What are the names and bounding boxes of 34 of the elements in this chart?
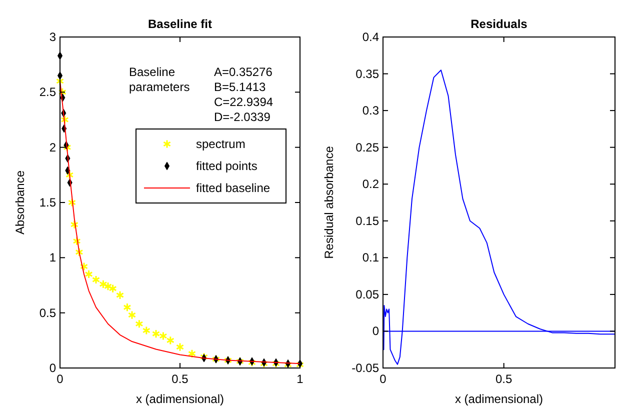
chart-title: Residuals: [470, 17, 528, 31]
legend-label: fitted points: [196, 159, 258, 173]
legend-label: fitted baseline: [196, 181, 270, 195]
y-tick-label: 0.3: [362, 104, 380, 118]
y-tick-label: 2: [49, 140, 56, 154]
y-tick-label: 0.15: [356, 214, 380, 228]
y-tick-label: 0.05: [356, 287, 380, 302]
x-axis-title: x (adimensional): [136, 392, 224, 406]
y-tick-label: 0.5: [39, 306, 56, 320]
y-tick-label: -0.05: [352, 361, 380, 375]
chart-title: Baseline fit: [148, 17, 212, 31]
y-tick-label: 0.1: [362, 250, 380, 265]
x-axis-title: x (adimensional): [454, 392, 544, 406]
y-tick-label: 0.25: [356, 140, 380, 154]
y-tick-label: 0.35: [356, 66, 380, 81]
y-tick-label: 0.2: [362, 177, 380, 192]
y-axis-title: Absorbance: [13, 170, 27, 235]
y-tick-label: 0.4: [362, 30, 380, 44]
legend-label: spectrum: [196, 137, 246, 151]
annotation: C=22.9394: [214, 95, 274, 109]
annotation: A=0.35276: [214, 65, 273, 79]
y-tick-label: 3: [49, 30, 56, 44]
y-tick-label: 0: [372, 324, 380, 338]
y-tick-label: 1.5: [39, 196, 56, 210]
annotation: B=5.1413: [214, 80, 266, 94]
x-tick-label: 1: [296, 372, 304, 386]
annotation: Baseline parameters: [129, 65, 190, 94]
y-tick-label: 2.5: [39, 85, 56, 100]
annotation: D=-2.0339: [214, 110, 271, 124]
y-tick-label: 0: [49, 361, 56, 375]
y-axis-title: Residual absorbance: [322, 146, 336, 259]
x-tick-label: 0.5: [495, 372, 512, 386]
y-tick-label: 1: [49, 250, 56, 265]
x-tick-label: 0.5: [172, 372, 189, 386]
